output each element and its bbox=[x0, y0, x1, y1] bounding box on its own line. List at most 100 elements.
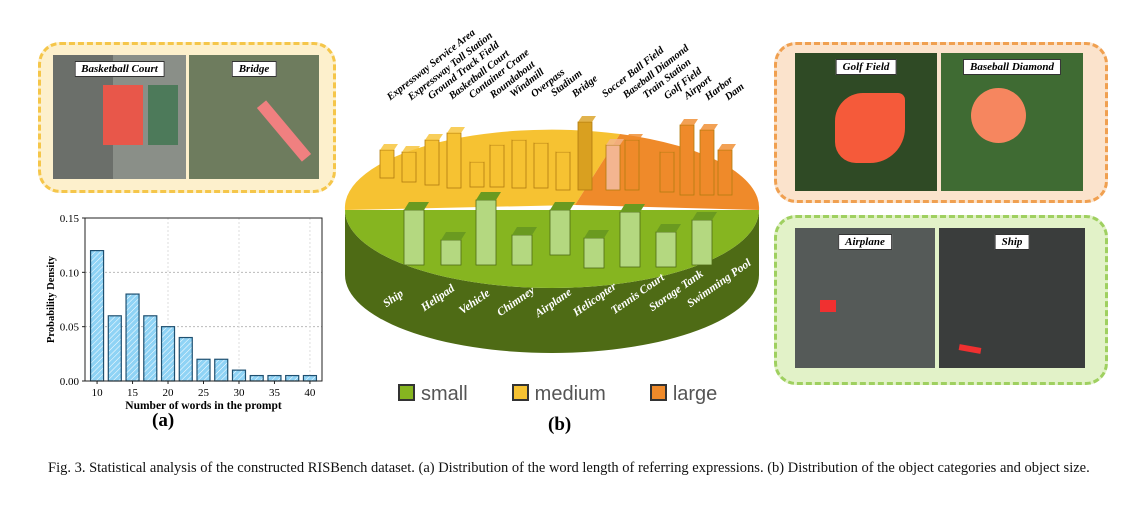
size-bar-top bbox=[441, 232, 466, 240]
photo-bridge: Bridge bbox=[189, 55, 319, 179]
size-bar-top bbox=[512, 227, 537, 235]
size-bar bbox=[424, 139, 440, 186]
y-axis-label: Probability Density bbox=[46, 255, 57, 343]
size-bar-top bbox=[718, 144, 736, 150]
photo-label: Bridge bbox=[231, 61, 277, 77]
histogram-bar bbox=[231, 369, 247, 382]
size-bar-top bbox=[656, 224, 681, 232]
photo-label: Baseball Diamond bbox=[962, 59, 1062, 75]
photo-label: Ship bbox=[994, 234, 1030, 250]
y-tick-label: 0.10 bbox=[60, 267, 80, 279]
photo-label: Airplane bbox=[838, 234, 892, 250]
x-tick-label: 35 bbox=[269, 387, 281, 399]
size-bar bbox=[475, 199, 497, 266]
photo-golf-field: Golf Field bbox=[795, 53, 937, 191]
x-tick-label: 30 bbox=[233, 387, 245, 399]
size-bar bbox=[511, 234, 533, 266]
size-bar-top bbox=[660, 146, 678, 152]
x-tick-label: 10 bbox=[92, 387, 104, 399]
histogram-bar bbox=[302, 374, 318, 382]
size-bar bbox=[446, 132, 462, 189]
legend-large: large bbox=[649, 383, 717, 406]
photo-label: Golf Field bbox=[835, 59, 897, 75]
size-bar-top bbox=[680, 119, 698, 125]
y-tick-label: 0.00 bbox=[60, 376, 80, 388]
size-bar bbox=[511, 139, 527, 189]
y-tick-label: 0.15 bbox=[60, 213, 80, 225]
x-tick-label: 20 bbox=[163, 387, 175, 399]
histogram-bar bbox=[196, 358, 211, 382]
size-bar bbox=[379, 149, 395, 179]
size-bar bbox=[489, 144, 505, 188]
size-bar-top bbox=[490, 139, 508, 145]
size-bar bbox=[619, 211, 641, 268]
size-bar bbox=[655, 231, 677, 268]
size-bar-top bbox=[556, 146, 574, 152]
x-tick-label: 40 bbox=[304, 387, 316, 399]
histogram-bar bbox=[125, 293, 140, 382]
size-bar-top bbox=[584, 230, 609, 238]
histogram-bar bbox=[285, 374, 300, 382]
pie-side bbox=[345, 210, 759, 353]
photo-baseball-diamond: Baseball Diamond bbox=[941, 53, 1083, 191]
size-bar-top bbox=[700, 124, 718, 130]
size-bar bbox=[659, 151, 675, 193]
histogram-bar bbox=[89, 249, 105, 382]
size-bar bbox=[549, 209, 571, 256]
size-bar-top bbox=[692, 212, 717, 220]
legend: small medium large bbox=[398, 383, 717, 406]
histogram-bar bbox=[214, 358, 229, 382]
size-bar-top bbox=[620, 204, 645, 212]
histogram-bar bbox=[249, 374, 264, 382]
figure-caption: Fig. 3. Statistical analysis of the cons… bbox=[48, 460, 1090, 476]
size-bar-top bbox=[404, 202, 429, 210]
photo-label: Basketball Court bbox=[74, 61, 165, 77]
histogram: 0.00 0.05 0.10 0.15 10 15 20 25 30 35 40 Number of … bbox=[46, 213, 323, 412]
size-bar bbox=[699, 129, 715, 196]
legend-small: small bbox=[398, 383, 468, 406]
sublabel-a: (a) bbox=[152, 410, 175, 431]
size-bar bbox=[555, 151, 571, 191]
size-bar-top bbox=[625, 134, 643, 140]
size-bar-top bbox=[606, 139, 624, 145]
histogram-bar bbox=[143, 315, 158, 382]
histogram-bar bbox=[267, 374, 282, 382]
size-bar-top bbox=[512, 134, 530, 140]
photo-basketball-court: Basketball Court bbox=[53, 55, 186, 179]
legend-medium: medium bbox=[511, 383, 606, 406]
size-bar bbox=[583, 237, 605, 269]
size-bar-top bbox=[476, 192, 501, 200]
size-bar bbox=[717, 149, 733, 196]
size-bar-top bbox=[425, 134, 443, 140]
photo-ship: Ship bbox=[939, 228, 1085, 368]
size-bar bbox=[577, 121, 593, 191]
photo-airplane: Airplane bbox=[795, 228, 935, 368]
x-tick-label: 15 bbox=[127, 387, 139, 399]
size-bar-top bbox=[470, 156, 488, 162]
panel-medium-examples: Basketball Court Bridge bbox=[38, 42, 336, 193]
size-bar-top bbox=[380, 144, 398, 150]
size-bar bbox=[440, 239, 462, 266]
size-bar bbox=[469, 161, 485, 188]
size-bar bbox=[691, 219, 713, 266]
x-axis-label: Number of words in the prompt bbox=[125, 400, 282, 412]
size-bar-top bbox=[578, 116, 596, 122]
size-bar bbox=[403, 209, 425, 266]
size-bar-top bbox=[534, 137, 552, 143]
size-bar-top bbox=[447, 127, 465, 133]
panel-large-examples: Golf Field Baseball Diamond bbox=[774, 42, 1108, 203]
x-tick-label: 25 bbox=[198, 387, 210, 399]
sublabel-b: (b) bbox=[548, 414, 572, 435]
histogram-bar bbox=[178, 336, 193, 382]
size-bar bbox=[533, 142, 549, 189]
size-bar-top bbox=[402, 146, 420, 152]
size-bar-top bbox=[550, 202, 575, 210]
histogram-bar bbox=[107, 315, 122, 382]
size-bar bbox=[679, 124, 695, 196]
y-tick-label: 0.05 bbox=[60, 322, 80, 334]
panel-small-examples: Airplane Ship bbox=[774, 215, 1108, 385]
histogram-bar bbox=[160, 326, 176, 382]
size-bar bbox=[624, 139, 640, 191]
